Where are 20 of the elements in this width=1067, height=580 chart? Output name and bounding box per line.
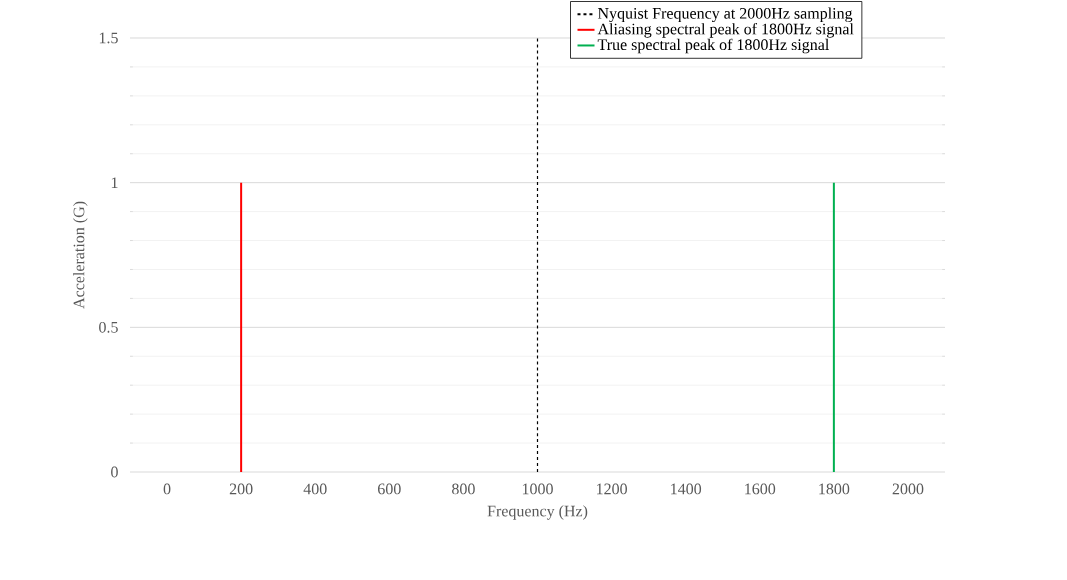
x-tick-label: 400: [303, 483, 327, 495]
x-tick-label: 1200: [597, 483, 627, 495]
x-tick-label: 1000: [522, 483, 553, 495]
x-tick-label: 600: [378, 483, 401, 495]
legend-label: Aliasing spectral peak of 1800Hz signal: [597, 22, 854, 38]
y-tick-label: 0.5: [99, 321, 118, 333]
y-axis-title: Acceleration (G): [73, 201, 88, 309]
legend-label: True spectral peak of 1800Hz signal: [597, 38, 829, 54]
x-axis-title: Frequency (Hz): [487, 505, 588, 520]
x-tick-label: 1800: [819, 483, 850, 495]
y-tick-label: 0: [111, 466, 118, 478]
legend-label: Nyquist Frequency at 2000Hz sampling: [597, 7, 853, 23]
x-tick-label: 1400: [671, 483, 702, 495]
x-tick-label: 2000: [892, 483, 924, 495]
x-tick-label: 1600: [745, 483, 776, 495]
x-tick-label: 800: [452, 483, 475, 495]
y-tick-label: 1: [111, 177, 118, 188]
x-tick-label: 200: [229, 483, 253, 495]
y-tick-label: 1.5: [99, 32, 118, 44]
x-tick-label: 0: [163, 483, 171, 495]
